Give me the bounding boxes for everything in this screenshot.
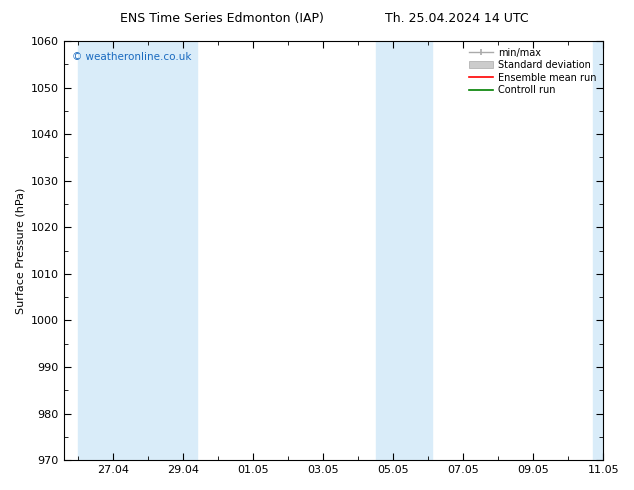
Text: ENS Time Series Edmonton (IAP): ENS Time Series Edmonton (IAP) <box>120 12 324 25</box>
Y-axis label: Surface Pressure (hPa): Surface Pressure (hPa) <box>15 187 25 314</box>
Bar <box>593 41 603 460</box>
Bar <box>376 41 432 460</box>
Bar <box>78 41 169 460</box>
Bar <box>169 41 197 460</box>
Legend: min/max, Standard deviation, Ensemble mean run, Controll run: min/max, Standard deviation, Ensemble me… <box>467 46 598 97</box>
Text: Th. 25.04.2024 14 UTC: Th. 25.04.2024 14 UTC <box>385 12 528 25</box>
Text: © weatheronline.co.uk: © weatheronline.co.uk <box>72 51 191 62</box>
